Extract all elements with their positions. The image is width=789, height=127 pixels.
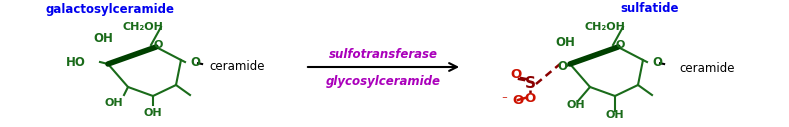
Text: O: O <box>557 60 567 73</box>
Text: OH: OH <box>105 98 123 108</box>
Text: ceramide: ceramide <box>209 60 264 73</box>
Text: OH: OH <box>567 100 585 110</box>
Text: O: O <box>153 40 163 50</box>
Text: OH: OH <box>606 110 624 120</box>
Text: CH₂OH: CH₂OH <box>122 22 163 32</box>
Text: HO: HO <box>66 55 86 68</box>
Text: ⁻: ⁻ <box>501 95 507 105</box>
Text: S: S <box>525 76 536 91</box>
Text: O: O <box>525 91 536 105</box>
Text: O: O <box>652 55 662 68</box>
Text: O: O <box>615 40 625 50</box>
Text: O: O <box>510 67 522 81</box>
Text: O: O <box>190 55 200 68</box>
Text: galactosylceramide: galactosylceramide <box>46 3 174 15</box>
Text: OH: OH <box>144 108 163 118</box>
Text: sulfotransferase: sulfotransferase <box>328 47 437 60</box>
Text: O: O <box>512 93 523 107</box>
Text: ceramide: ceramide <box>679 61 735 75</box>
Text: OH: OH <box>555 36 575 49</box>
Text: CH₂OH: CH₂OH <box>585 22 626 32</box>
Text: glycosylceramide: glycosylceramide <box>326 75 440 88</box>
Text: OH: OH <box>93 33 113 45</box>
Text: sulfatide: sulfatide <box>621 3 679 15</box>
